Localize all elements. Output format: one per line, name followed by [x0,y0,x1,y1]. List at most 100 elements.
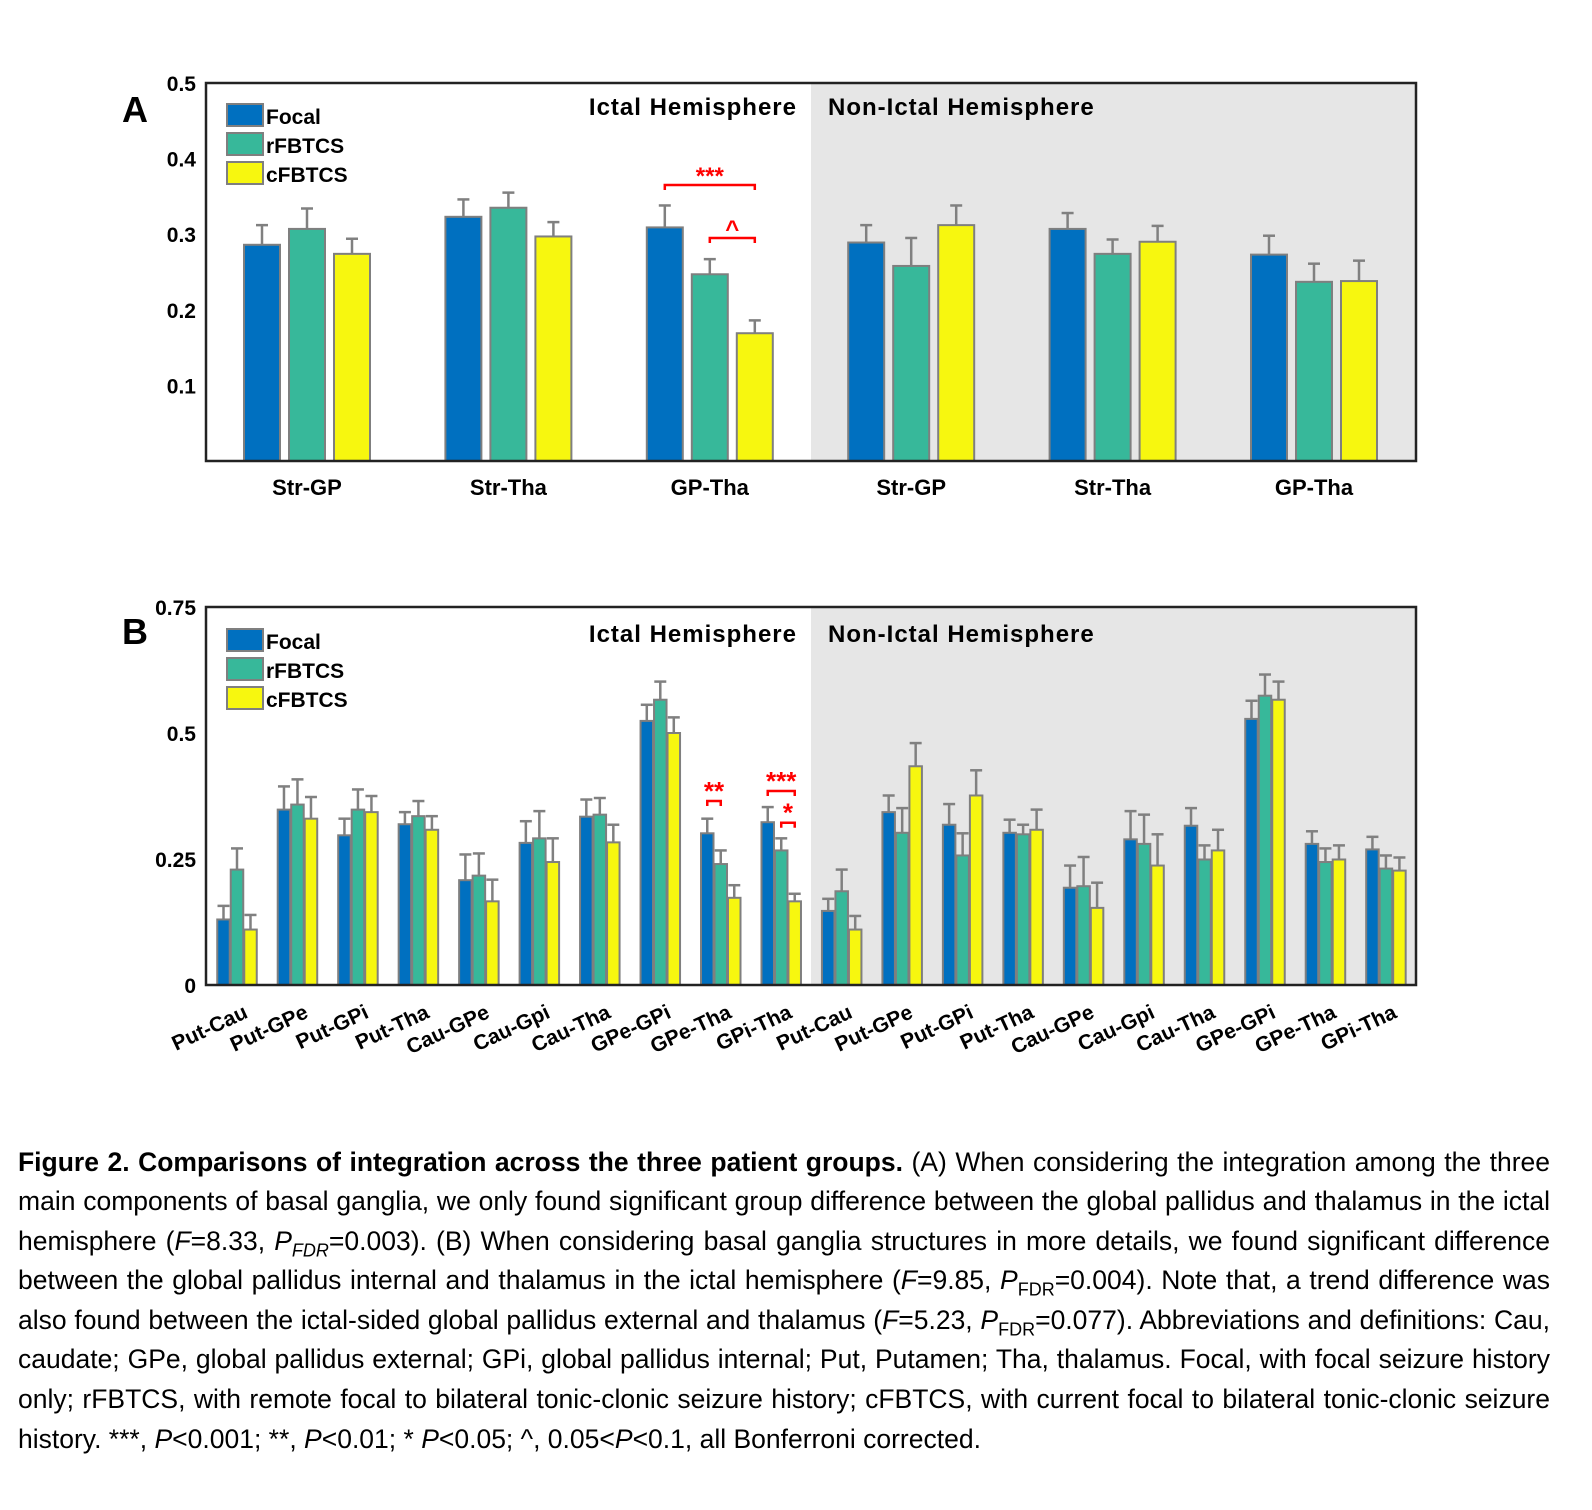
bar-rFBTCS [834,890,849,986]
bar-rFBTCS [1197,858,1212,987]
bar-rFBTCS [1318,861,1333,986]
y-tick-label: 0.5 [167,723,197,746]
caption-segment: F [174,1225,191,1256]
bar-rFBTCS [1076,885,1091,986]
bar-rFBTCS [288,227,326,462]
region-title-ictal: Ictal Hemisphere [589,621,797,648]
bar-rFBTCS [894,831,910,986]
bar-Focal [397,823,413,986]
significance-label: ^ [725,216,739,243]
caption-segment: =5.23, [898,1304,981,1335]
bar-rFBTCS [229,868,245,986]
y-tick-label: 0.75 [155,597,196,620]
legend-label: rFBTCS [266,660,344,683]
significance-bracket [706,799,723,807]
significance-label: *** [766,766,797,796]
bar-Focal [881,811,896,986]
caption-segment: F [882,1304,899,1335]
caption-segment: P [421,1423,439,1454]
bar-rFBTCS [489,206,528,462]
region-title-non-ictal: Non-Ictal Hemisphere [828,94,1095,121]
legend-swatch-cFBTCS [226,161,264,185]
figure-caption: Figure 2. Comparisons of integration acr… [18,1143,1550,1460]
bar-Focal [579,815,594,986]
bar-rFBTCS [1136,842,1152,986]
caption-segment: (A) When considering the integration amo… [18,1146,1550,1256]
x-tick-label: Str-GP [876,475,946,500]
bar-Focal [337,834,352,987]
bar-rFBTCS [1257,694,1273,986]
panel-label: A [122,89,148,130]
caption-segment: F [900,1265,917,1296]
bar-Focal [1123,838,1138,986]
caption-segment: FDR [291,1239,329,1260]
caption-segment: P [304,1423,322,1454]
bar-rFBTCS [532,837,547,986]
bar-Focal [1244,717,1259,986]
bar-rFBTCS [1093,252,1132,462]
x-tick-label: GP-Tha [671,475,750,500]
y-tick-label: 0.25 [155,849,196,872]
caption-segment: P [980,1304,999,1335]
caption-segment: <0.01; * [321,1423,422,1454]
bar-Focal [1304,842,1320,986]
caption-segment: P [154,1423,173,1454]
legend-swatch-rFBTCS [226,657,264,681]
bar-Focal [243,243,281,462]
bar-Focal [518,841,534,987]
caption-segment: Figure 2. Comparisons of integration acr… [18,1146,903,1177]
legend-swatch-Focal [226,628,264,652]
bar-cFBTCS [303,817,319,986]
bar-cFBTCS [545,861,561,986]
bar-Focal [458,879,473,987]
bar-rFBTCS [1015,833,1031,987]
caption-segment: P [274,1225,292,1256]
bar-cFBTCS [908,765,923,986]
bar-cFBTCS [937,224,976,462]
panel-A: A Ictal Hemisphere Non-Ictal Hemisphere Foc… [122,73,1418,500]
bar-cFBTCS [787,900,802,986]
significance-bracket [779,821,796,828]
figure-2: A Ictal Hemisphere Non-Ictal Hemisphere Foc… [122,73,1418,1059]
region-title-ictal: Ictal Hemisphere [589,94,797,121]
bar-cFBTCS [968,794,984,986]
bar-cFBTCS [606,841,621,986]
legend-label: cFBTCS [266,689,348,712]
bar-Focal [639,719,655,986]
caption-segment: FDR [998,1319,1036,1340]
bar-Focal [700,832,715,987]
bar-Focal [645,226,684,462]
bar-Focal [276,808,292,986]
bar-cFBTCS [243,928,258,986]
panel-label: B [122,611,148,652]
bar-Focal [1048,227,1087,462]
bar-rFBTCS [713,863,729,986]
caption-segment: =0.003). (B) When considering basal gang… [18,1225,1551,1296]
caption-segment: <0.001; **, [172,1423,305,1454]
y-tick-label: 0.2 [167,300,196,323]
bar-rFBTCS [350,808,366,986]
legend-swatch-rFBTCS [226,132,264,156]
bar-cFBTCS [485,900,500,986]
y-tick-label: 0 [184,975,196,998]
region-title-non-ictal: Non-Ictal Hemisphere [828,621,1095,648]
bar-Focal [1183,824,1199,987]
bar-rFBTCS [592,813,608,987]
axes-frame [204,81,1418,463]
bar-cFBTCS [333,252,371,462]
bar-Focal [1002,831,1017,986]
bar-cFBTCS [1340,280,1378,462]
bar-cFBTCS [1029,828,1044,986]
panel-B: B Ictal Hemisphere Non-Ictal Hemisphere Foc… [122,597,1418,1059]
bar-Focal [760,821,775,987]
caption-segment: =0.004). Note that, a trend difference w… [18,1265,1551,1335]
bar-cFBTCS [1089,906,1105,986]
legend-label: cFBTCS [266,164,348,187]
bar-cFBTCS [1331,858,1347,987]
bar-rFBTCS [471,874,487,987]
x-tick-label: Str-GP [272,475,342,500]
bar-cFBTCS [1138,240,1177,462]
legend-swatch-cFBTCS [226,686,264,710]
bar-cFBTCS [847,928,863,986]
bar-rFBTCS [1295,280,1333,462]
